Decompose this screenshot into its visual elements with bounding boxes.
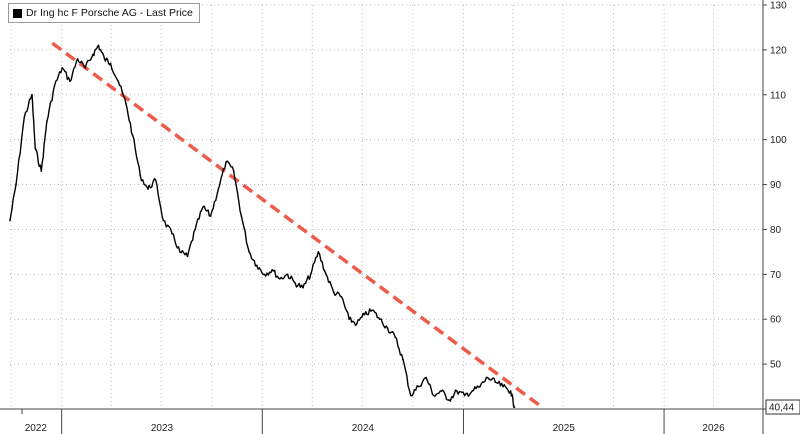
data-point — [513, 406, 516, 408]
data-point — [286, 273, 289, 276]
y-tick-label: 100 — [770, 135, 787, 146]
data-point — [23, 116, 26, 119]
data-point — [131, 134, 134, 136]
legend: Dr Ing hc F Porsche AG - Last Price — [8, 3, 200, 23]
data-point — [139, 174, 142, 177]
data-point — [92, 53, 94, 56]
data-point — [76, 58, 79, 60]
data-point — [309, 273, 312, 276]
trendline — [51, 41, 543, 409]
data-point — [217, 188, 220, 190]
data-point — [386, 327, 389, 330]
data-point — [209, 215, 212, 217]
data-point — [332, 291, 335, 294]
data-point — [417, 385, 420, 388]
data-point — [46, 120, 48, 123]
data-point — [509, 390, 512, 392]
x-tick-label: 2022 — [25, 423, 48, 434]
data-point — [348, 318, 350, 321]
data-point — [61, 67, 64, 69]
y-axis: 40506070809010011012013040,44 — [762, 0, 800, 434]
data-point — [448, 399, 450, 401]
y-tick-label: 90 — [770, 180, 782, 191]
last-price-box — [765, 399, 800, 415]
legend-swatch — [13, 8, 22, 18]
data-point — [471, 390, 474, 392]
data-point — [162, 219, 165, 222]
data-point — [194, 228, 197, 231]
data-point — [15, 183, 17, 186]
data-point — [103, 58, 106, 60]
data-point — [117, 80, 120, 83]
data-point — [171, 233, 173, 235]
data-point — [271, 269, 273, 271]
trendline-dashed — [51, 41, 543, 409]
data-point — [479, 385, 481, 388]
legend-label: Dr Ing hc F Porsche AG - Last Price — [26, 7, 193, 19]
data-point — [394, 336, 397, 338]
y-tick-label: 120 — [770, 45, 787, 56]
x-axis: 2022 2023 2024 2025 2026 — [0, 408, 763, 434]
data-point — [317, 251, 320, 253]
data-point — [340, 295, 343, 298]
data-point — [69, 80, 71, 83]
data-point — [40, 170, 43, 172]
data-point — [147, 188, 149, 190]
data-point — [186, 255, 189, 258]
data-point — [486, 376, 489, 379]
data-point — [363, 313, 366, 316]
data-point — [248, 251, 250, 253]
last-price-label: 40,44 — [769, 403, 794, 414]
data-point — [34, 147, 37, 150]
data-point — [125, 102, 127, 105]
y-tick-label: 80 — [770, 225, 782, 236]
data-point — [84, 67, 87, 69]
y-tick-label: 50 — [770, 360, 782, 371]
data-point — [9, 219, 11, 222]
data-point — [432, 394, 435, 397]
data-point — [31, 93, 33, 96]
data-point — [494, 381, 497, 383]
x-tick-label: 2024 — [352, 423, 375, 434]
y-tick-label: 70 — [770, 270, 782, 281]
data-point — [255, 264, 258, 267]
data-point — [225, 161, 227, 163]
data-point — [463, 394, 466, 397]
data-point — [279, 278, 281, 280]
y-tick-label: 60 — [770, 315, 782, 326]
y-tick-label: 130 — [770, 1, 787, 12]
data-point — [109, 62, 112, 65]
data-point — [456, 390, 458, 392]
data-point — [302, 287, 304, 289]
data-point — [202, 206, 204, 208]
data-point — [263, 273, 266, 276]
data-point — [232, 170, 235, 172]
x-tick-label: 2025 — [553, 423, 576, 434]
data-point — [371, 309, 374, 312]
data-point — [240, 215, 243, 217]
data-point — [294, 282, 297, 285]
data-point — [502, 385, 504, 388]
data-point — [409, 394, 412, 397]
data-point — [325, 273, 327, 276]
data-point — [97, 44, 100, 47]
data-point — [154, 179, 157, 181]
data-point — [402, 358, 404, 361]
data-point — [440, 390, 443, 392]
x-tick-label: 2023 — [151, 423, 174, 434]
data-point — [179, 251, 181, 253]
x-tick-label: 2026 — [702, 423, 725, 434]
y-tick-label: 110 — [770, 90, 786, 101]
data-point — [425, 376, 427, 379]
data-point — [379, 318, 381, 321]
price-series — [9, 44, 516, 408]
data-point — [53, 85, 56, 87]
grid — [10, 4, 763, 409]
data-point — [356, 322, 358, 325]
